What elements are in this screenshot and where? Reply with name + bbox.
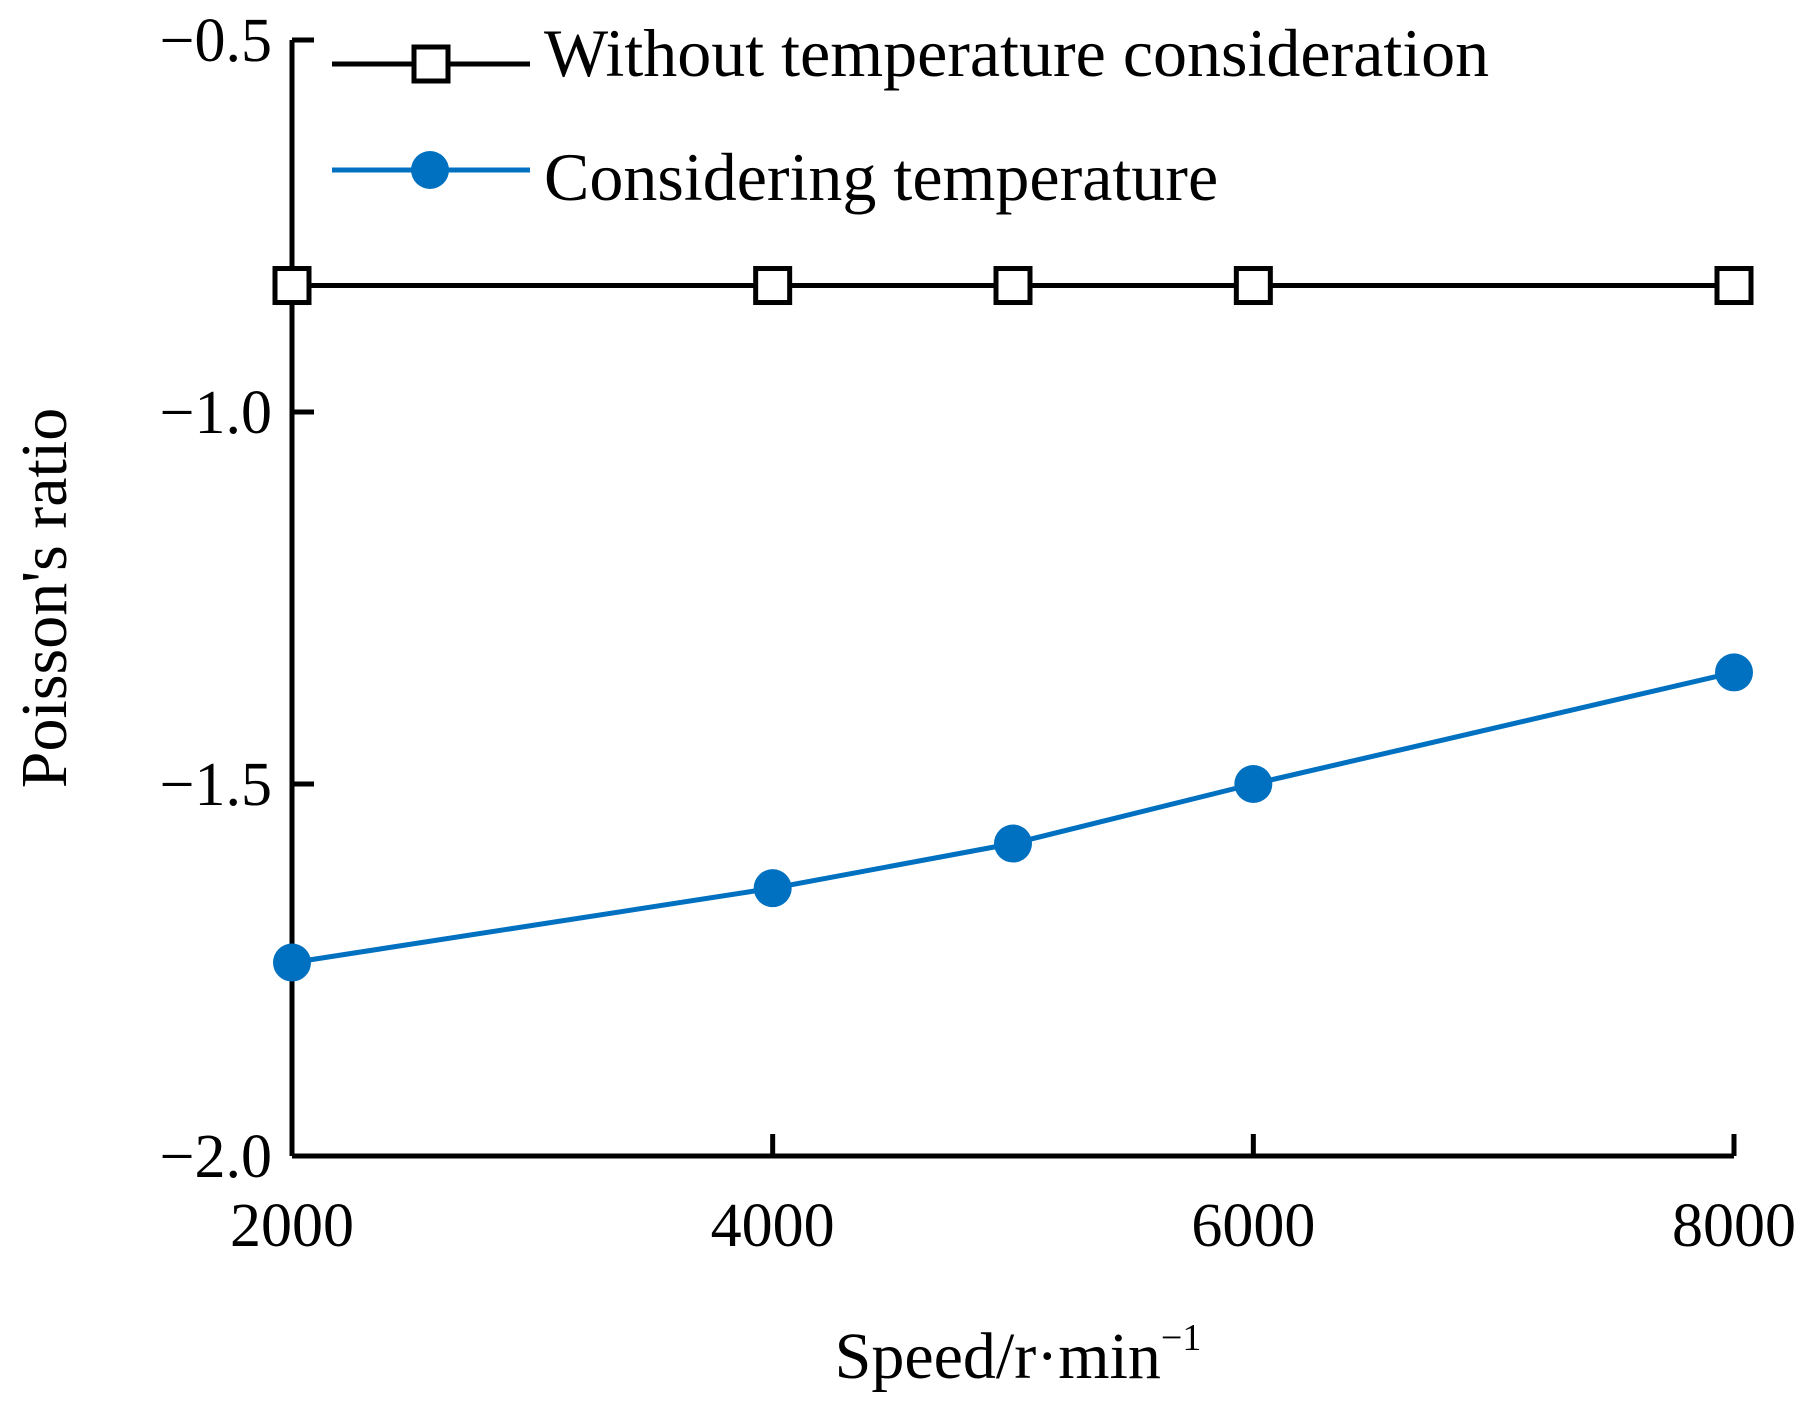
legend-label-considering-temperature: Considering temperature <box>544 139 1218 215</box>
data-point-circle <box>273 943 311 982</box>
x-tick-label: 8000 <box>1672 1192 1796 1260</box>
series-1 <box>272 266 1754 306</box>
x-tick-label: 6000 <box>1191 1192 1315 1260</box>
y-tick-label: −0.5 <box>160 7 272 75</box>
legend-entry-without-temperature: Without temperature consideration <box>332 15 1489 91</box>
series-2 <box>273 653 1753 982</box>
legend-marker-square <box>411 44 451 84</box>
legend-entry-considering-temperature: Considering temperature <box>332 139 1218 215</box>
y-axis-title: Poisson's ratio <box>8 408 81 788</box>
legend: Without temperature consideration Consid… <box>332 15 1489 215</box>
legend-marker-circle <box>411 151 449 189</box>
y-tick-label: −2.0 <box>160 1123 272 1191</box>
data-point-square <box>1233 266 1273 306</box>
series-layer <box>272 266 1754 982</box>
x-axis-title-main: Speed/r·min <box>835 1320 1161 1393</box>
x-tick-label: 2000 <box>230 1192 354 1260</box>
data-point-circle <box>994 824 1032 863</box>
y-tick-label: −1.5 <box>160 751 272 819</box>
data-point-square <box>1714 266 1754 306</box>
x-axis-title-superscript: −1 <box>1161 1317 1201 1359</box>
data-point-circle <box>1715 653 1753 692</box>
series-line <box>291 669 1735 966</box>
data-point-square <box>272 266 312 306</box>
y-tick-label: −1.0 <box>160 379 272 447</box>
x-axis-title: Speed/r·min−1 <box>835 1317 1202 1393</box>
data-point-square <box>753 266 793 306</box>
legend-label-without-temperature: Without temperature consideration <box>544 15 1489 91</box>
x-tick-label: 4000 <box>711 1192 835 1260</box>
data-point-circle <box>1234 765 1273 803</box>
data-point-circle <box>753 869 792 908</box>
data-point-square <box>993 266 1033 306</box>
